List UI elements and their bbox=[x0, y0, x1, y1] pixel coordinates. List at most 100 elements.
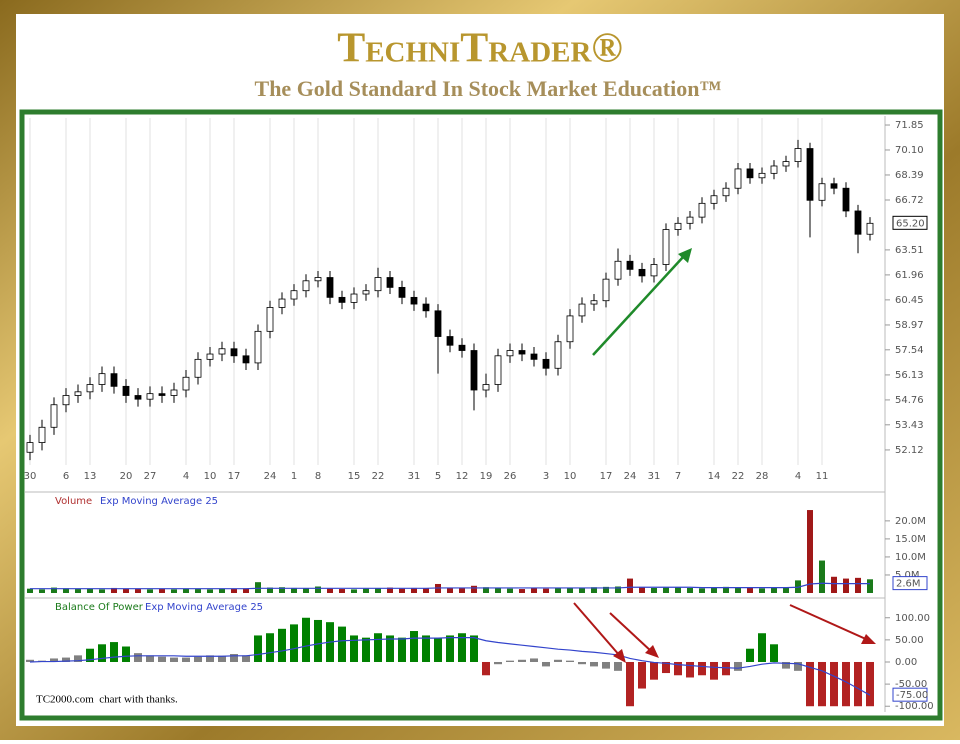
bar bbox=[122, 646, 130, 662]
y-tick-label: -50.00 bbox=[895, 679, 927, 690]
bar bbox=[699, 588, 705, 593]
trend-arrow bbox=[609, 612, 653, 653]
y-tick-label: 50.00 bbox=[895, 635, 924, 646]
candle-body bbox=[254, 330, 262, 364]
x-tick-label: 31 bbox=[408, 471, 421, 482]
y-tick-label: 5.0M bbox=[895, 570, 920, 581]
bar bbox=[711, 587, 717, 593]
x-tick-label: 28 bbox=[756, 471, 769, 482]
candle-body bbox=[566, 315, 574, 343]
bar bbox=[266, 633, 274, 662]
candle-body bbox=[710, 195, 718, 204]
bar bbox=[422, 635, 430, 662]
x-tick-label: 19 bbox=[480, 471, 493, 482]
bar bbox=[363, 588, 369, 593]
candle-body bbox=[338, 296, 346, 303]
x-tick-label: 3 bbox=[543, 471, 549, 482]
bar bbox=[710, 661, 718, 680]
trend-arrow bbox=[789, 604, 869, 641]
candle-body bbox=[266, 307, 274, 332]
x-tick-label: 27 bbox=[144, 471, 157, 482]
bar bbox=[182, 657, 190, 662]
bar bbox=[543, 588, 549, 593]
x-tick-label: 11 bbox=[816, 471, 829, 482]
bar bbox=[579, 588, 585, 593]
bar bbox=[399, 588, 405, 593]
candle-body bbox=[74, 391, 82, 396]
y-tick-label: 100.00 bbox=[895, 613, 930, 624]
candle-body bbox=[158, 393, 166, 396]
bar bbox=[663, 587, 669, 593]
candle-body bbox=[110, 373, 118, 387]
y-tick-label: 53.43 bbox=[895, 420, 924, 431]
bar bbox=[470, 635, 478, 662]
candle-body bbox=[650, 264, 658, 277]
bar bbox=[783, 587, 789, 593]
candle-body bbox=[818, 183, 826, 201]
bar bbox=[219, 588, 225, 593]
x-tick-label: 15 bbox=[348, 471, 361, 482]
candle-body bbox=[830, 183, 838, 189]
arrow-head bbox=[645, 645, 659, 658]
bar bbox=[590, 661, 598, 667]
ema-line bbox=[29, 637, 871, 696]
legend-entry: Exp Moving Average 25 bbox=[145, 602, 263, 613]
bar bbox=[158, 656, 166, 662]
bar bbox=[135, 589, 141, 593]
bar bbox=[339, 589, 345, 593]
bar bbox=[446, 635, 454, 662]
y-tick-label: 71.85 bbox=[895, 120, 924, 131]
y-tick-label: 52.12 bbox=[895, 445, 924, 456]
y-tick-label: 56.13 bbox=[895, 370, 924, 381]
bar bbox=[734, 661, 742, 671]
bar bbox=[459, 588, 465, 593]
bar bbox=[603, 586, 609, 593]
y-tick-label: 61.96 bbox=[895, 270, 924, 281]
x-tick-label: 5 bbox=[435, 471, 441, 482]
plot-layers: 30 6 13 20 27 4 10 17 24 1 8 15 22 31 5 12 19 26 3 10 17 24 31… bbox=[24, 118, 934, 712]
candle-body bbox=[770, 165, 778, 174]
bar bbox=[507, 588, 513, 593]
value-box bbox=[892, 687, 928, 702]
candle-body bbox=[170, 389, 178, 396]
x-tick-label: 7 bbox=[675, 471, 681, 482]
bar bbox=[854, 661, 862, 707]
bar bbox=[842, 661, 850, 707]
y-tick-label: 15.0M bbox=[895, 534, 926, 545]
bar bbox=[243, 588, 249, 593]
bar bbox=[27, 588, 33, 593]
bar bbox=[675, 587, 681, 593]
y-tick-label: 68.39 bbox=[895, 170, 924, 181]
bar bbox=[591, 587, 597, 593]
bar bbox=[231, 589, 237, 593]
bar bbox=[242, 655, 250, 662]
bar bbox=[615, 586, 621, 593]
bar bbox=[362, 637, 370, 662]
bar bbox=[74, 655, 82, 662]
value-box bbox=[892, 215, 928, 230]
trend-arrow bbox=[573, 602, 621, 657]
bar bbox=[338, 626, 346, 662]
bar bbox=[62, 657, 70, 662]
y-tick-label: 66.72 bbox=[895, 195, 924, 206]
bar bbox=[39, 589, 45, 593]
trend-arrow bbox=[592, 255, 685, 356]
bar bbox=[818, 661, 826, 707]
candle-body bbox=[218, 348, 226, 355]
bar bbox=[206, 655, 214, 662]
bar bbox=[98, 644, 106, 662]
bar bbox=[530, 658, 538, 662]
bar bbox=[735, 587, 741, 593]
bar bbox=[518, 659, 526, 662]
bar bbox=[434, 637, 442, 662]
bar bbox=[627, 578, 633, 593]
bar bbox=[230, 654, 238, 662]
bar bbox=[555, 587, 561, 593]
candle-body bbox=[530, 353, 538, 360]
candle-body bbox=[842, 187, 850, 212]
candle-body bbox=[326, 277, 334, 298]
candle-body bbox=[230, 348, 238, 357]
candle-body bbox=[38, 426, 46, 443]
bar bbox=[843, 578, 849, 593]
